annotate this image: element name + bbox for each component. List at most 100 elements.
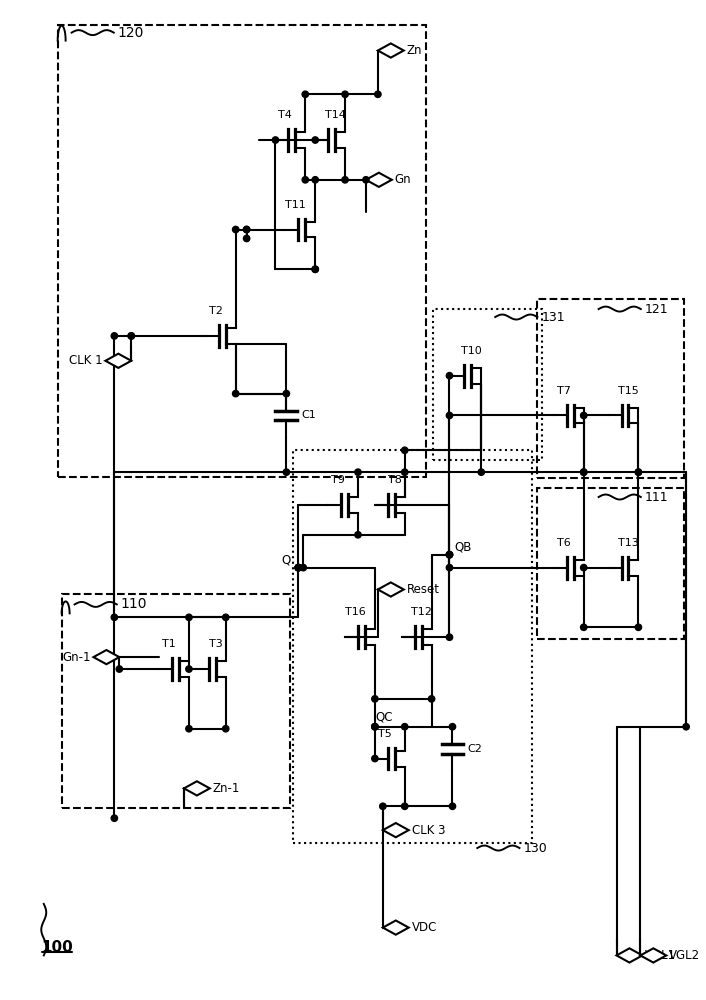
Circle shape: [186, 614, 192, 621]
Polygon shape: [378, 43, 404, 58]
Circle shape: [446, 373, 453, 379]
Text: Gn: Gn: [395, 173, 412, 186]
Circle shape: [371, 724, 378, 730]
Circle shape: [580, 469, 587, 475]
Polygon shape: [105, 354, 131, 368]
Circle shape: [380, 803, 386, 809]
Text: CLK 3: CLK 3: [412, 824, 445, 837]
Circle shape: [312, 177, 318, 183]
Polygon shape: [383, 920, 409, 935]
Bar: [537, 299, 684, 478]
Text: VGL1: VGL1: [645, 949, 676, 962]
Circle shape: [111, 815, 117, 821]
Text: T15: T15: [618, 386, 639, 396]
Circle shape: [244, 226, 250, 233]
Text: T2: T2: [209, 306, 222, 316]
Text: T10: T10: [461, 346, 481, 356]
Circle shape: [312, 137, 318, 143]
Text: T3: T3: [209, 639, 222, 649]
Circle shape: [116, 666, 123, 672]
Circle shape: [300, 564, 306, 571]
Circle shape: [683, 724, 689, 730]
Circle shape: [186, 666, 192, 672]
Text: 111: 111: [645, 491, 669, 504]
Text: T12: T12: [411, 607, 432, 617]
Circle shape: [355, 469, 361, 475]
Circle shape: [635, 469, 642, 475]
Circle shape: [232, 226, 239, 233]
Circle shape: [580, 469, 587, 475]
Circle shape: [446, 552, 453, 558]
Circle shape: [111, 614, 117, 621]
Text: T14: T14: [325, 110, 345, 120]
Text: T4: T4: [278, 110, 292, 120]
Text: Q: Q: [281, 553, 290, 566]
Circle shape: [244, 235, 250, 242]
Bar: [61, 594, 290, 808]
Text: 100: 100: [42, 940, 73, 955]
Circle shape: [111, 333, 117, 339]
Circle shape: [635, 469, 642, 475]
Circle shape: [446, 412, 453, 419]
Circle shape: [580, 564, 587, 571]
Text: T9: T9: [331, 475, 345, 485]
Circle shape: [283, 469, 289, 475]
Circle shape: [402, 447, 408, 453]
Circle shape: [449, 803, 455, 809]
Circle shape: [128, 333, 134, 339]
Text: VGL2: VGL2: [669, 949, 700, 962]
Text: T7: T7: [557, 386, 570, 396]
Circle shape: [186, 726, 192, 732]
Circle shape: [402, 803, 408, 809]
Text: T13: T13: [618, 538, 639, 548]
Text: 110: 110: [121, 597, 148, 611]
Circle shape: [295, 564, 301, 571]
Text: C2: C2: [467, 744, 482, 754]
Polygon shape: [640, 948, 666, 963]
Text: Zn-1: Zn-1: [213, 782, 240, 795]
Circle shape: [429, 696, 435, 702]
Circle shape: [580, 624, 587, 630]
Circle shape: [222, 614, 229, 621]
Circle shape: [295, 564, 301, 571]
Circle shape: [355, 532, 361, 538]
Circle shape: [312, 266, 318, 272]
Circle shape: [375, 91, 381, 97]
Bar: [433, 309, 542, 460]
Circle shape: [342, 177, 348, 183]
Circle shape: [273, 137, 279, 143]
Circle shape: [446, 552, 453, 558]
Text: T5: T5: [378, 729, 392, 739]
Text: T6: T6: [557, 538, 570, 548]
Circle shape: [295, 564, 301, 571]
Circle shape: [244, 226, 250, 233]
Circle shape: [371, 755, 378, 762]
Bar: [58, 25, 426, 477]
Circle shape: [302, 177, 309, 183]
Polygon shape: [378, 582, 404, 597]
Text: T11: T11: [285, 200, 306, 210]
Text: T1: T1: [162, 639, 176, 649]
Text: QC: QC: [375, 710, 393, 723]
Circle shape: [580, 412, 587, 419]
Circle shape: [446, 552, 453, 558]
Text: 120: 120: [118, 26, 144, 40]
Polygon shape: [184, 781, 210, 795]
Text: 131: 131: [542, 311, 565, 324]
Circle shape: [446, 564, 453, 571]
Text: 130: 130: [523, 842, 547, 855]
Circle shape: [312, 266, 318, 272]
Polygon shape: [366, 173, 392, 187]
Circle shape: [342, 91, 348, 97]
Circle shape: [232, 390, 239, 397]
Circle shape: [446, 634, 453, 640]
Text: 121: 121: [645, 303, 669, 316]
Circle shape: [371, 724, 378, 730]
Text: Gn-1: Gn-1: [62, 651, 90, 664]
Polygon shape: [616, 948, 642, 963]
Text: Zn: Zn: [407, 44, 422, 57]
Polygon shape: [93, 650, 119, 664]
Text: VDC: VDC: [412, 921, 437, 934]
Circle shape: [371, 724, 378, 730]
Circle shape: [302, 91, 309, 97]
